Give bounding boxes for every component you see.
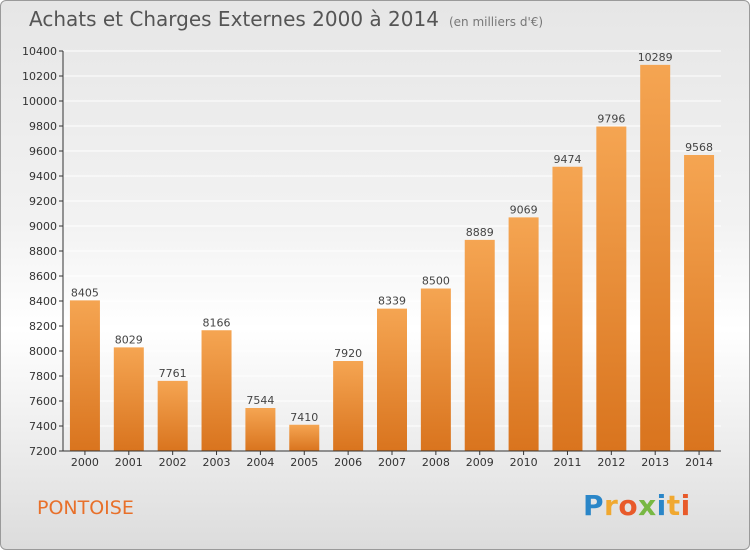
- x-tick-label: 2011: [553, 456, 581, 469]
- data-label: 9474: [553, 153, 581, 166]
- x-tick-label: 2002: [159, 456, 187, 469]
- x-tick-label: 2007: [378, 456, 406, 469]
- bar: [377, 308, 407, 451]
- y-tick-label: 8800: [29, 245, 57, 258]
- x-tick-label: 2008: [422, 456, 450, 469]
- x-tick-label: 2004: [246, 456, 274, 469]
- data-label: 7920: [334, 347, 362, 360]
- data-label: 7761: [159, 367, 187, 380]
- axes: [62, 51, 721, 452]
- y-tick-label: 8400: [29, 295, 57, 308]
- y-tick-label: 9400: [29, 170, 57, 183]
- logo-letter: i: [680, 489, 691, 522]
- x-tick-label: 2006: [334, 456, 362, 469]
- y-tick-label: 7200: [29, 445, 57, 458]
- chart-title: Achats et Charges Externes 2000 à 2014 (e…: [29, 7, 543, 31]
- bar: [201, 330, 232, 451]
- x-axis-ticks: 2000 2001 2002 2003 2004 2005 2006 2007 2008 2009…: [71, 451, 713, 469]
- data-label: 7544: [246, 394, 274, 407]
- bar: [69, 300, 100, 451]
- y-tick-label: 9800: [29, 120, 57, 133]
- chart-unit: (en milliers d'€): [448, 15, 544, 29]
- bar: [245, 408, 276, 451]
- bar: [596, 126, 627, 451]
- x-tick-label: 2001: [115, 456, 143, 469]
- y-tick-label: 7600: [29, 395, 57, 408]
- data-label: 9069: [510, 203, 538, 216]
- city-name: PONTOISE: [37, 497, 134, 519]
- chart-title-text: Achats et Charges Externes 2000 à 2014: [29, 7, 439, 31]
- x-tick-label: 2013: [641, 456, 669, 469]
- y-axis-ticks: 7200 7400 7600 7800 8000 8200 8400 8600 8800 9000…: [22, 45, 63, 458]
- bar: [157, 380, 188, 451]
- bars: [69, 64, 715, 451]
- data-label: 9568: [685, 141, 713, 154]
- bar: [420, 288, 451, 451]
- data-label: 8889: [466, 226, 494, 239]
- data-label: 8339: [378, 295, 406, 308]
- logo-letter: x: [638, 489, 657, 522]
- proxiti-logo: Proxiti: [583, 489, 691, 522]
- bar: [508, 217, 539, 451]
- y-tick-label: 9200: [29, 195, 57, 208]
- logo-letter: i: [656, 489, 667, 522]
- data-label: 7410: [290, 411, 318, 424]
- y-tick-label: 10000: [22, 95, 57, 108]
- y-tick-label: 8000: [29, 345, 57, 358]
- logo-letter: r: [604, 489, 619, 522]
- y-tick-label: 10200: [22, 70, 57, 83]
- bar: [113, 347, 144, 451]
- logo-letter: t: [666, 489, 681, 522]
- data-labels: 8405 8029 7761 8166 7544 7410 7920 8339 8500 8889…: [71, 51, 713, 424]
- bar: [464, 239, 495, 451]
- data-label: 10289: [638, 51, 673, 64]
- logo-letter: P: [583, 489, 605, 522]
- data-label: 8500: [422, 275, 450, 288]
- x-tick-label: 2010: [510, 456, 538, 469]
- bar: [333, 361, 364, 451]
- x-tick-label: 2014: [685, 456, 713, 469]
- x-tick-label: 2012: [597, 456, 625, 469]
- logo-letter: o: [618, 489, 639, 522]
- bar: [640, 64, 671, 451]
- y-tick-label: 8200: [29, 320, 57, 333]
- y-tick-label: 9600: [29, 145, 57, 158]
- x-tick-label: 2000: [71, 456, 99, 469]
- data-label: 8405: [71, 286, 99, 299]
- y-tick-label: 7800: [29, 370, 57, 383]
- data-label: 9796: [597, 113, 625, 126]
- y-tick-label: 7400: [29, 420, 57, 433]
- x-tick-label: 2005: [290, 456, 318, 469]
- bar: [289, 424, 320, 451]
- y-tick-label: 9000: [29, 220, 57, 233]
- bar: [552, 166, 583, 451]
- x-tick-label: 2009: [466, 456, 494, 469]
- data-label: 8166: [203, 316, 231, 329]
- x-tick-label: 2003: [203, 456, 231, 469]
- y-tick-label: 10400: [22, 45, 57, 58]
- data-label: 8029: [115, 333, 143, 346]
- y-tick-label: 8600: [29, 270, 57, 283]
- bar: [684, 155, 715, 451]
